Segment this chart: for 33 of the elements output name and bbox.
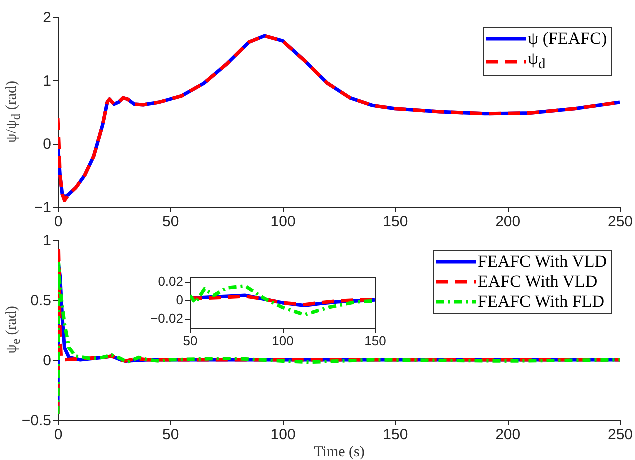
x-tick-label: 50 bbox=[162, 426, 180, 444]
x-tick-label: 250 bbox=[608, 426, 634, 444]
x-tick-label: 150 bbox=[364, 334, 386, 348]
x-tick-label: 200 bbox=[496, 214, 521, 230]
x-tick-label: 50 bbox=[183, 334, 198, 348]
x-tick-label: 100 bbox=[270, 214, 296, 230]
line-series bbox=[190, 284, 375, 317]
y-tick-label: −1 bbox=[34, 200, 52, 216]
y-tick-label: 0 bbox=[43, 352, 52, 370]
y-tick-label: 1 bbox=[43, 232, 52, 250]
x-tick-label: 150 bbox=[383, 426, 408, 444]
x-tick-label: 100 bbox=[272, 334, 294, 348]
legend-label: FEAFC With FLD bbox=[478, 292, 605, 312]
y-tick-label: 2 bbox=[43, 10, 52, 26]
x-tick-label: 250 bbox=[608, 214, 634, 230]
y-tick-label: 0 bbox=[43, 136, 52, 154]
x-axis-title: Time (s) bbox=[314, 444, 365, 460]
legend-label: EAFC With VLD bbox=[478, 272, 598, 292]
legend-label: ψ$_{d}$ bbox=[528, 49, 546, 74]
x-tick-label: 50 bbox=[162, 214, 180, 230]
x-tick-label: 200 bbox=[496, 426, 521, 444]
y-tick-label: 0.02 bbox=[158, 274, 184, 290]
legend-label: FEAFC With VLD bbox=[478, 252, 608, 272]
x-tick-label: 150 bbox=[383, 214, 408, 230]
y-tick-label: −0.5 bbox=[22, 412, 52, 430]
x-tick-label: 100 bbox=[270, 426, 296, 444]
y-tick-label: 0.5 bbox=[30, 292, 52, 310]
x-tick-label: 0 bbox=[54, 214, 63, 230]
x-tick-label: 0 bbox=[54, 426, 63, 444]
y-tick-label: 1 bbox=[43, 72, 52, 90]
y-tick-label: 0 bbox=[176, 292, 184, 308]
y-tick-label: −0.02 bbox=[150, 311, 184, 326]
legend-label: ψ (FEAFC) bbox=[528, 29, 608, 49]
